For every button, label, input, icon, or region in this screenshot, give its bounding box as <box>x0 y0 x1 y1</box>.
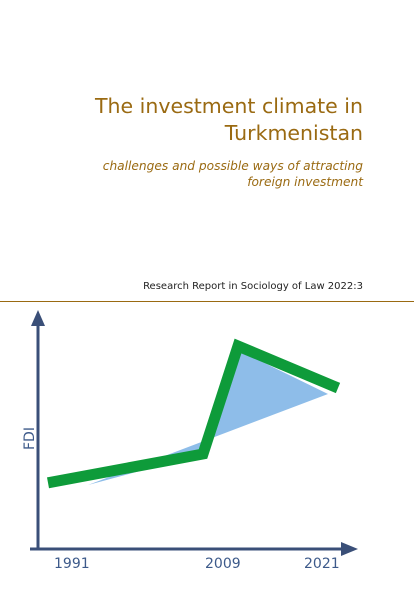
report-title-line-2: Turkmenistan <box>224 121 363 145</box>
x-tick-2021: 2021 <box>304 556 340 572</box>
divider-rule <box>0 301 414 302</box>
fdi-area <box>88 350 328 485</box>
report-series: Research Report in Sociology of Law 2022… <box>143 281 363 292</box>
fdi-line <box>46 338 341 489</box>
report-title: The investment climate in Turkmenistan <box>23 93 363 147</box>
fdi-chart: FDI 1991 2009 2021 <box>22 310 358 572</box>
y-axis-label: FDI <box>22 427 38 450</box>
y-axis-arrow-icon <box>31 310 45 326</box>
report-title-line-1: The investment climate in <box>95 94 363 118</box>
report-subtitle-line-2: foreign investment <box>247 175 363 189</box>
x-tick-2009: 2009 <box>205 556 241 572</box>
x-axis-arrow-icon <box>341 542 358 556</box>
report-subtitle: challenges and possible ways of attracti… <box>23 158 363 190</box>
report-subtitle-line-1: challenges and possible ways of attracti… <box>102 159 363 173</box>
x-tick-1991: 1991 <box>54 556 90 572</box>
chart-axes <box>30 310 358 556</box>
